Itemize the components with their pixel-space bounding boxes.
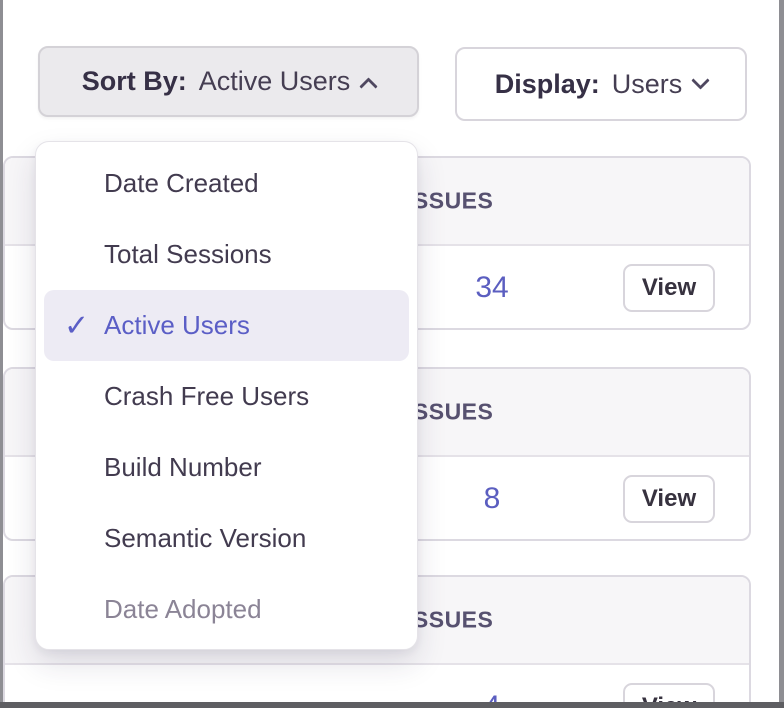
issues-count-link[interactable]: 8 [483,482,501,515]
sort-by-button[interactable]: Sort By: Active Users [38,46,419,117]
menu-item-date-adopted[interactable]: Date Adopted [104,594,262,624]
menu-item-active-users[interactable]: ✓ Active Users [44,290,409,361]
sort-by-value: Active Users [198,66,351,96]
issues-column-header: ISSUES [406,606,494,633]
screenshot-left-border [0,0,3,708]
sort-dropdown-menu: Date Created Total Sessions ✓ Active Use… [35,141,418,650]
version-card-row: 34 View [5,246,749,330]
view-button[interactable]: View [623,475,715,523]
display-button[interactable]: Display: Users [455,47,747,121]
menu-item-build-number[interactable]: Build Number [104,452,262,482]
chevron-up-icon [359,76,378,96]
sort-by-label: Sort By: [81,66,187,96]
chevron-down-icon [691,71,710,90]
display-value: Users [611,68,683,99]
checkmark-icon: ✓ [64,309,90,342]
issues-column-header: ISSUES [406,398,494,425]
version-card-row: 8 View [5,457,749,541]
menu-item-date-created[interactable]: Date Created [104,168,259,198]
display-label: Display: [494,68,600,99]
view-button[interactable]: View [623,264,715,312]
issues-column-header: ISSUES [406,187,494,214]
menu-item-label: Active Users [104,310,250,340]
screenshot-bottom-border [0,702,784,708]
issues-count-link[interactable]: 34 [475,271,509,304]
menu-item-total-sessions[interactable]: Total Sessions [104,239,272,269]
screenshot-right-border [779,0,784,708]
menu-item-semantic-version[interactable]: Semantic Version [104,523,307,553]
menu-item-crash-free-users[interactable]: Crash Free Users [104,381,310,411]
